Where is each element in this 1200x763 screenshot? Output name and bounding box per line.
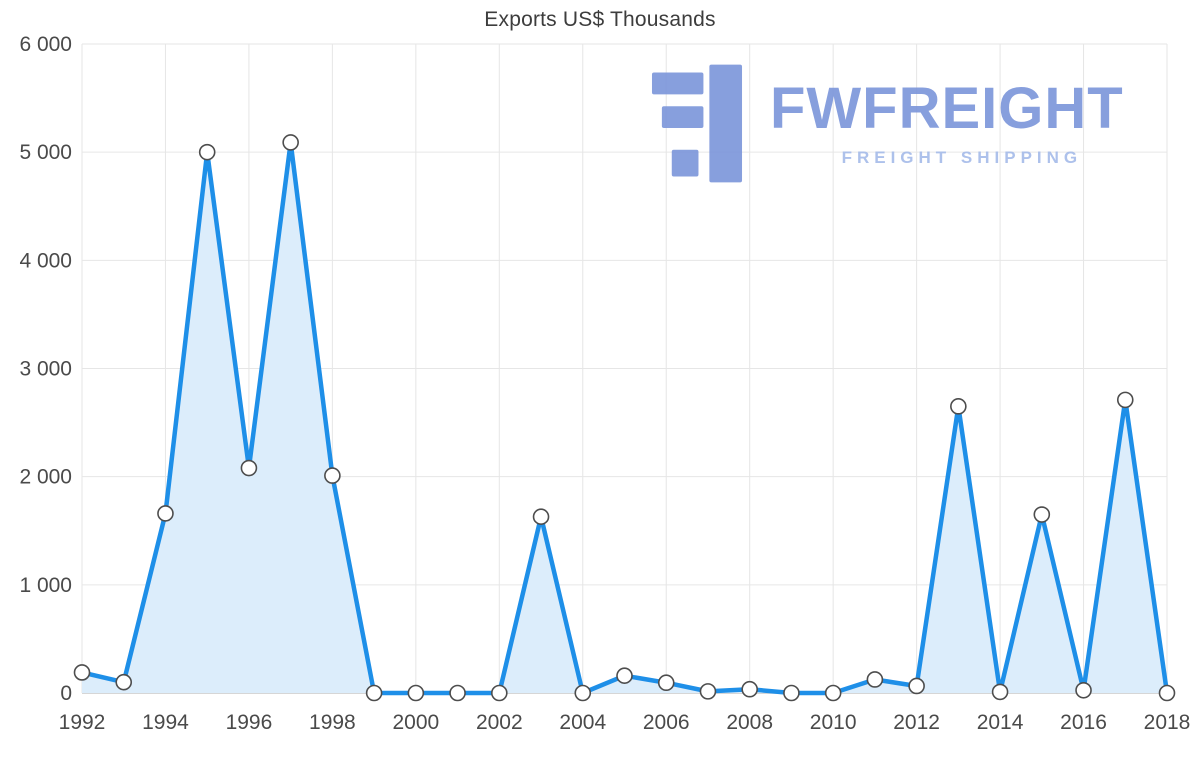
y-axis-tick-label: 3 000 (19, 358, 72, 381)
y-axis-tick-label: 1 000 (19, 574, 72, 597)
data-point-2005[interactable] (616, 667, 633, 684)
data-point-2016[interactable] (1075, 681, 1092, 699)
data-point-2018[interactable] (1158, 684, 1176, 702)
x-axis-tick-label: 2016 (1060, 711, 1107, 734)
data-point-2009[interactable] (783, 684, 800, 702)
data-point-1994[interactable] (157, 505, 174, 522)
data-point-2013[interactable] (950, 398, 967, 415)
x-axis-tick-label: 2014 (977, 711, 1024, 734)
x-axis-tick-label: 1998 (309, 711, 356, 734)
y-axis-tick-label: 2 000 (19, 466, 72, 489)
x-axis-tick-label: 2008 (726, 711, 773, 734)
data-point-2002[interactable] (491, 684, 508, 702)
y-axis-tick-label: 0 (60, 682, 72, 705)
data-point-2000[interactable] (407, 684, 425, 702)
x-axis-tick-label: 2010 (810, 711, 857, 734)
y-axis-tick-label: 4 000 (19, 249, 72, 272)
data-point-2006[interactable] (657, 674, 675, 692)
data-point-1999[interactable] (365, 684, 383, 702)
data-point-1993[interactable] (115, 673, 133, 691)
area-fill (82, 142, 1167, 694)
x-axis-tick-label: 2004 (559, 711, 606, 734)
data-point-2015[interactable] (1033, 506, 1051, 523)
data-point-1995[interactable] (198, 143, 216, 161)
data-point-1997[interactable] (282, 134, 299, 151)
data-point-2004[interactable] (574, 684, 592, 702)
data-point-2001[interactable] (449, 684, 466, 702)
y-axis-tick-label: 6 000 (19, 33, 72, 56)
x-axis-tick-label: 1994 (142, 711, 189, 734)
x-axis-tick-label: 2012 (893, 711, 940, 734)
data-point-2014[interactable] (991, 683, 1009, 701)
data-point-2003[interactable] (532, 508, 550, 525)
data-point-1996[interactable] (240, 459, 258, 477)
x-axis-tick-label: 2006 (643, 711, 690, 734)
data-point-2008[interactable] (741, 680, 758, 698)
data-point-2011[interactable] (866, 671, 884, 688)
x-axis-tick-label: 2002 (476, 711, 523, 734)
x-axis-tick-label: 2000 (392, 711, 439, 734)
data-point-1992[interactable] (73, 664, 91, 681)
data-point-1998[interactable] (324, 467, 341, 484)
x-axis-tick-label: 2018 (1144, 711, 1191, 734)
y-axis-tick-label: 5 000 (19, 141, 72, 164)
data-point-2012[interactable] (908, 677, 925, 695)
data-point-2007[interactable] (699, 683, 717, 700)
data-point-2017[interactable] (1116, 391, 1134, 409)
x-axis-tick-label: 1992 (59, 711, 106, 734)
x-axis-tick-label: 1996 (226, 711, 273, 734)
data-point-2010[interactable] (824, 684, 842, 702)
chart-title: Exports US$ Thousands (484, 8, 716, 31)
